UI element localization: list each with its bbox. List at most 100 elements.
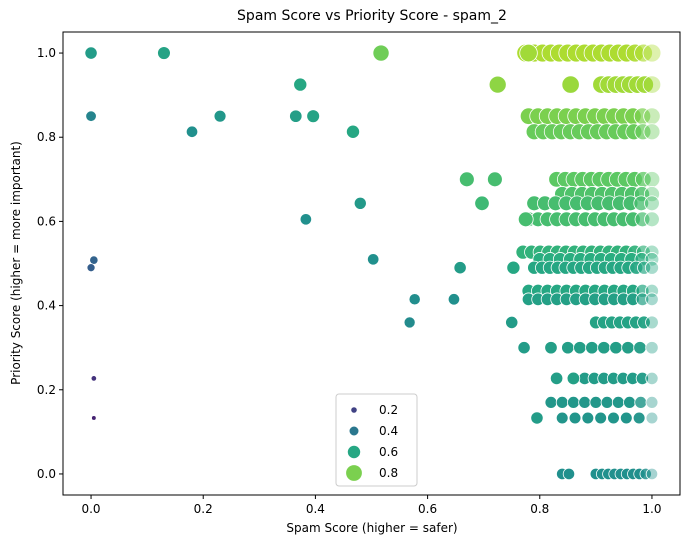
scatter-point — [645, 395, 659, 409]
scatter-point — [643, 171, 661, 188]
x-axis-label: Spam Score (higher = safer) — [286, 521, 457, 535]
y-tick-label: 0.8 — [37, 130, 56, 144]
x-axis: 0.0 0.2 0.4 0.6 0.8 1.0 — [81, 495, 662, 516]
legend-label: 0.8 — [379, 466, 398, 480]
scatter-point — [645, 467, 659, 481]
scatter-point — [185, 125, 199, 138]
scatter-point — [555, 411, 569, 425]
scatter-point — [637, 315, 651, 330]
scatter-point — [566, 371, 581, 386]
scatter-point — [567, 395, 580, 409]
scatter-point — [597, 341, 611, 355]
scatter-point — [607, 411, 620, 425]
legend: 0.2 0.4 0.6 0.8 — [335, 393, 418, 487]
scatter-point — [644, 195, 660, 212]
scatter-point — [530, 411, 544, 425]
scatter-point — [635, 371, 649, 385]
scatter-point — [637, 260, 652, 275]
chart-title: Spam Score vs Priority Score - spam_2 — [237, 8, 507, 24]
legend-box — [335, 393, 418, 487]
scatter-point — [621, 341, 635, 355]
scatter-point — [561, 75, 580, 94]
scatter-point — [289, 109, 303, 123]
legend-label: 0.2 — [379, 403, 398, 417]
x-tick-label: 0.0 — [81, 502, 100, 516]
scatter-point — [639, 467, 652, 481]
scatter-point — [90, 375, 98, 382]
scatter-point — [91, 415, 97, 421]
scatter-point — [623, 395, 636, 409]
scatter-point — [600, 395, 614, 409]
scatter-point — [643, 123, 661, 141]
scatter-point — [353, 196, 367, 210]
scatter-point — [635, 292, 650, 307]
x-tick-label: 0.4 — [306, 502, 325, 516]
scatter-point — [293, 77, 308, 92]
scatter-point — [585, 341, 599, 355]
scatter-point — [447, 293, 461, 306]
legend-marker — [350, 406, 358, 414]
scatter-point — [367, 253, 380, 266]
scatter-point — [619, 411, 633, 425]
scatter-point — [519, 43, 538, 63]
y-tick-label: 1.0 — [37, 46, 56, 60]
scatter-point — [506, 260, 521, 275]
scatter-point — [562, 467, 576, 481]
scatter-point — [589, 395, 603, 409]
scatter-point — [581, 411, 595, 425]
scatter-point — [157, 46, 171, 60]
y-axis: 0.0 0.2 0.4 0.6 0.8 1.0 — [37, 46, 63, 481]
legend-marker — [345, 464, 363, 482]
scatter-point — [408, 293, 421, 306]
scatter-point — [517, 341, 531, 355]
scatter-point — [474, 195, 490, 211]
legend-marker — [348, 425, 360, 437]
scatter-point — [634, 211, 651, 228]
scatter-point — [299, 213, 313, 226]
scatter-point — [645, 315, 659, 330]
scatter-point — [594, 411, 607, 425]
scatter-point — [213, 109, 227, 123]
scatter-point — [458, 171, 475, 188]
scatter-point — [84, 46, 98, 60]
scatter-point — [568, 411, 582, 425]
scatter-point — [488, 75, 507, 94]
scatter-point — [544, 395, 558, 409]
x-tick-label: 0.6 — [418, 502, 437, 516]
scatter-point — [609, 341, 623, 355]
scatter-point — [544, 341, 558, 355]
scatter-point — [644, 211, 660, 228]
scatter-point — [642, 43, 662, 63]
plot-area-frame — [62, 31, 681, 496]
scatter-point — [643, 186, 660, 203]
scatter-point — [345, 124, 360, 139]
scatter-point — [645, 292, 659, 307]
scatter-point — [306, 109, 321, 124]
scatter-point — [487, 171, 503, 188]
scatter-point — [505, 315, 519, 330]
y-tick-label: 0.4 — [37, 299, 56, 313]
scatter-point — [633, 195, 650, 212]
scatter-point — [645, 371, 659, 385]
y-tick-label: 0.2 — [37, 383, 56, 397]
y-tick-label: 0.0 — [37, 467, 56, 481]
scatter-point — [517, 211, 534, 228]
legend-label: 0.6 — [379, 445, 398, 459]
scatter-point — [634, 43, 653, 63]
legend-marker — [346, 444, 361, 459]
scatter-point — [611, 395, 625, 409]
scatter-point — [85, 110, 97, 122]
scatter-point — [634, 395, 648, 409]
scatter-point — [632, 411, 646, 425]
scatter-point — [635, 75, 654, 94]
scatter-point — [645, 341, 659, 355]
x-tick-label: 1.0 — [642, 502, 661, 516]
y-axis-label: Priority Score (higher = more important) — [9, 141, 23, 385]
scatter-point — [578, 395, 592, 409]
scatter-point — [642, 75, 662, 94]
scatter-point — [573, 341, 587, 355]
x-tick-label: 0.2 — [194, 502, 213, 516]
scatter-point — [555, 395, 569, 409]
